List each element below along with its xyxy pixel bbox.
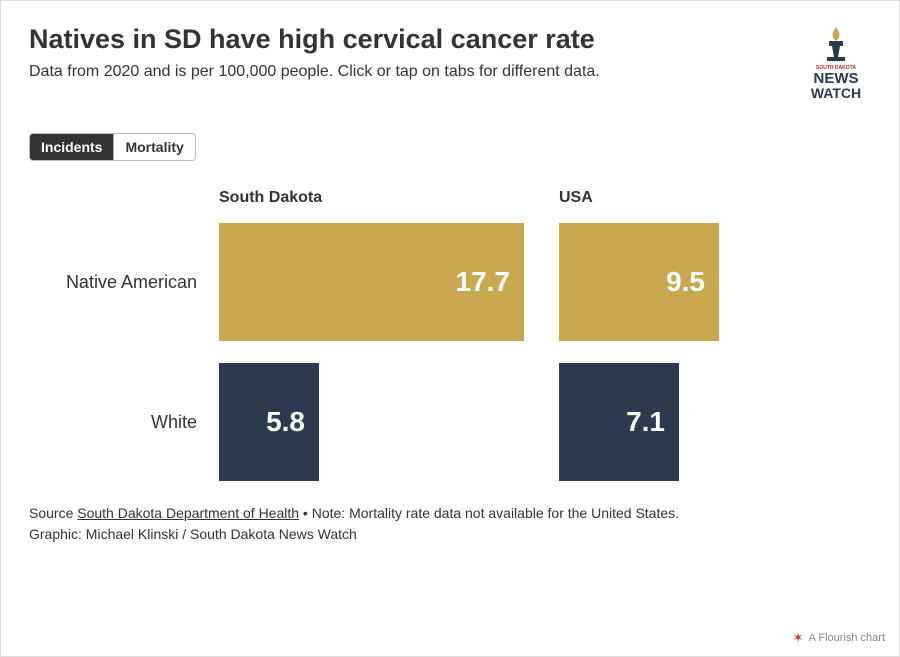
graphic-credit: Graphic: Michael Klinski / South Dakota … [29,524,871,545]
footer-note: • Note: Mortality rate data not availabl… [299,505,679,521]
tab-group: Incidents Mortality [29,133,196,161]
source-prefix: Source [29,505,77,521]
bar-cell: 9.5 [559,223,719,341]
chart-area: South Dakota USA Native American17.7 9.5 W… [29,189,871,481]
source-link[interactable]: South Dakota Department of Health [77,505,299,521]
bar-cell: 7.1 [559,363,679,481]
flourish-credit[interactable]: ✶ A Flourish chart [793,630,885,646]
chart-row: White5.8 7.1 [29,363,871,481]
tab-mortality[interactable]: Mortality [113,134,194,160]
chart-row: Native American17.7 9.5 [29,223,871,341]
row-label: White [29,412,219,433]
row-label: Native American [29,272,219,293]
bar: 17.7 [219,223,524,341]
chart-title: Natives in SD have high cervical cancer … [29,23,781,55]
chart-subtitle: Data from 2020 and is per 100,000 people… [29,63,781,81]
column-header-usa: USA [559,189,593,207]
column-header-sd: South Dakota [219,189,559,207]
svg-text:WATCH: WATCH [811,85,861,101]
chart-footer: Source South Dakota Department of Health… [29,503,871,545]
tab-incidents[interactable]: Incidents [30,134,113,160]
bar-cell: 5.8 [219,363,559,481]
bar: 7.1 [559,363,679,481]
bar-cell: 17.7 [219,223,559,341]
flourish-icon: ✶ [793,630,804,646]
bar: 9.5 [559,223,719,341]
bar: 5.8 [219,363,319,481]
news-watch-logo: SOUTH DAKOTA NEWS WATCH [801,25,871,105]
flourish-label: A Flourish chart [809,632,885,644]
